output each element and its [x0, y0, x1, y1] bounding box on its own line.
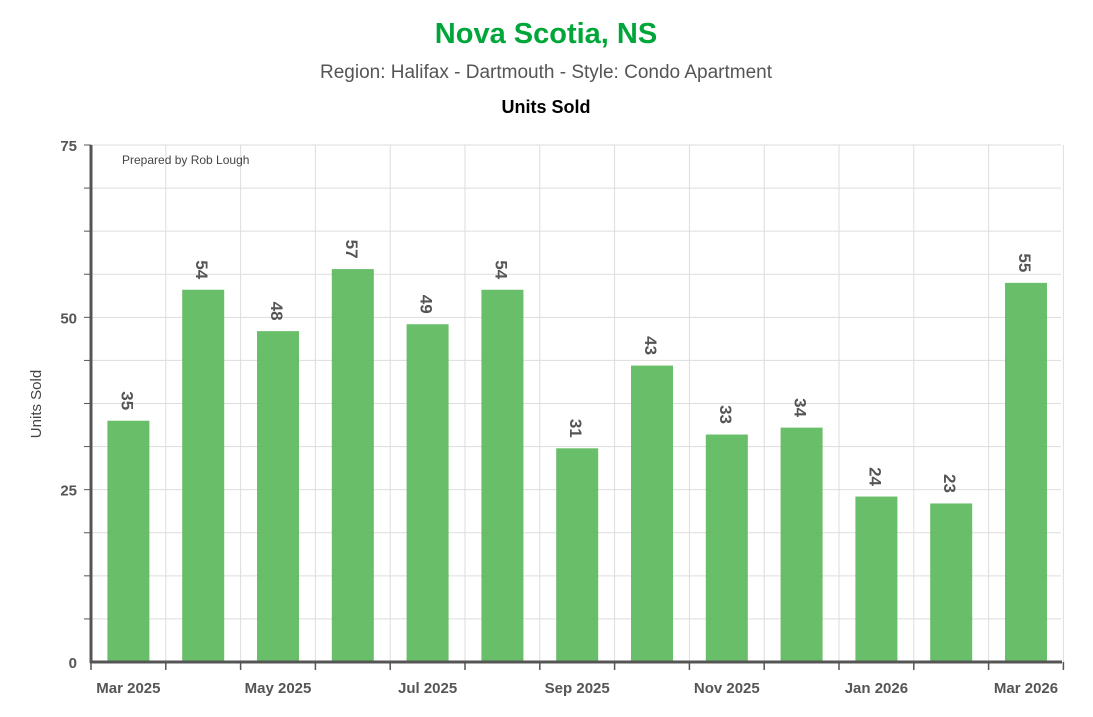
bar: [705, 434, 748, 662]
data-labels: 35 54 48 57 49 54 31 43 33 34 24 23 55: [117, 240, 1034, 493]
bar: [1005, 282, 1047, 662]
x-tick-label: Jan 2026: [845, 680, 908, 697]
chart-subtitle: Region: Halifax - Dartmouth - Style: Con…: [320, 62, 773, 83]
bar: [855, 496, 898, 662]
credit-text: Prepared by Rob Lough: [122, 153, 249, 167]
y-tick-label: 0: [69, 655, 77, 672]
axes: 0 25 50 75 Mar 2025 May 2025 Jul 2025 Sep 2025 N…: [60, 138, 1065, 697]
data-label: 35: [117, 391, 136, 410]
data-label: 43: [641, 336, 660, 355]
bar: [182, 289, 225, 662]
bars: [107, 269, 1047, 662]
bar: [556, 448, 599, 662]
y-axis-label: Units Sold: [28, 370, 45, 438]
data-label: 23: [940, 474, 959, 493]
bar: [930, 503, 973, 662]
x-tick-label: Nov 2025: [694, 680, 760, 697]
y-tick-label: 25: [60, 483, 77, 500]
bar: [406, 324, 449, 662]
bar: [331, 269, 374, 662]
gridlines: [91, 144, 1064, 662]
x-tick-label: Mar 2025: [96, 680, 160, 697]
data-label: 57: [342, 240, 361, 259]
data-label: 33: [716, 405, 735, 424]
x-tick-label: Sep 2025: [545, 680, 610, 697]
bar: [481, 289, 524, 662]
data-label: 34: [791, 398, 810, 417]
data-label: 31: [566, 419, 585, 438]
bar: [257, 331, 299, 662]
data-label: 49: [417, 295, 436, 314]
x-tick-label: Jul 2025: [398, 680, 457, 697]
y-tick-label: 50: [60, 310, 77, 327]
bar: [107, 420, 150, 662]
chart-heading: Units Sold: [502, 97, 591, 117]
data-label: 24: [865, 467, 884, 486]
x-tick-label: May 2025: [245, 680, 312, 697]
y-tick-label: 75: [60, 138, 77, 155]
data-label: 54: [192, 260, 211, 279]
x-tick-label: Mar 2026: [994, 680, 1058, 697]
data-label: 55: [1015, 253, 1034, 272]
data-label: 54: [491, 260, 510, 279]
bar: [780, 427, 823, 662]
bar: [631, 365, 673, 662]
chart-title: Nova Scotia, NS: [435, 18, 657, 50]
data-label: 48: [267, 302, 286, 321]
